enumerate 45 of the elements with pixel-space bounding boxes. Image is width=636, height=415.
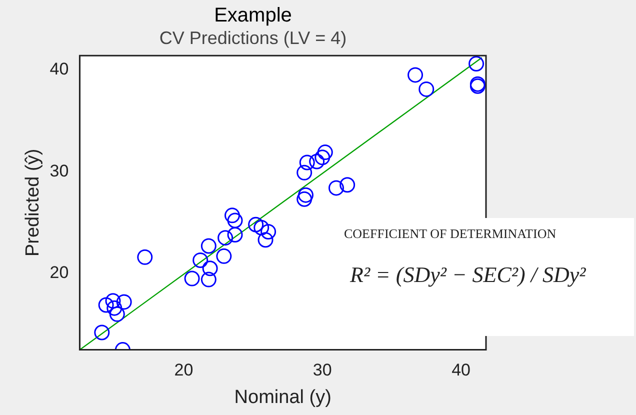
annotation: R² = (SDy² − SEC²) / SDy² [350, 262, 586, 288]
y-tick-label: 40 [50, 60, 69, 79]
point [296, 164, 312, 180]
point [328, 180, 344, 196]
point [298, 187, 314, 203]
y-axis-title: Predicted (ŷ) [22, 148, 44, 257]
point [296, 191, 312, 207]
point [418, 81, 434, 97]
x-tick-label: 40 [452, 360, 470, 380]
point [408, 67, 424, 83]
point [309, 154, 325, 170]
point [258, 232, 274, 248]
point [248, 216, 264, 232]
point [218, 230, 234, 246]
point [116, 294, 132, 310]
point [200, 238, 216, 254]
x-tick-label: 20 [174, 360, 194, 380]
x-tick-label: 30 [312, 360, 332, 380]
point [216, 248, 232, 264]
y-tick-label: 30 [50, 161, 69, 180]
point [260, 224, 276, 240]
point [340, 177, 356, 193]
point [98, 297, 114, 313]
point [109, 306, 125, 322]
point [224, 208, 240, 224]
x-axis-title: Nominal (y) [234, 386, 332, 408]
annotation: COEFFICIENT OF DETERMINATION [344, 226, 556, 242]
point [137, 249, 153, 265]
point [314, 150, 330, 166]
point [192, 252, 208, 268]
point [105, 293, 121, 309]
chart-subtitle: CV Predictions (LV = 4) [159, 28, 347, 48]
point [227, 227, 243, 243]
point [200, 272, 216, 288]
y-tick-label: 20 [50, 263, 69, 282]
point [106, 300, 122, 316]
point [227, 212, 243, 228]
point [468, 56, 484, 72]
point [299, 154, 315, 170]
point [254, 220, 270, 236]
point [202, 260, 218, 276]
chart-title: Example [214, 4, 292, 27]
point [94, 324, 110, 340]
point [317, 144, 333, 160]
point [184, 270, 200, 286]
